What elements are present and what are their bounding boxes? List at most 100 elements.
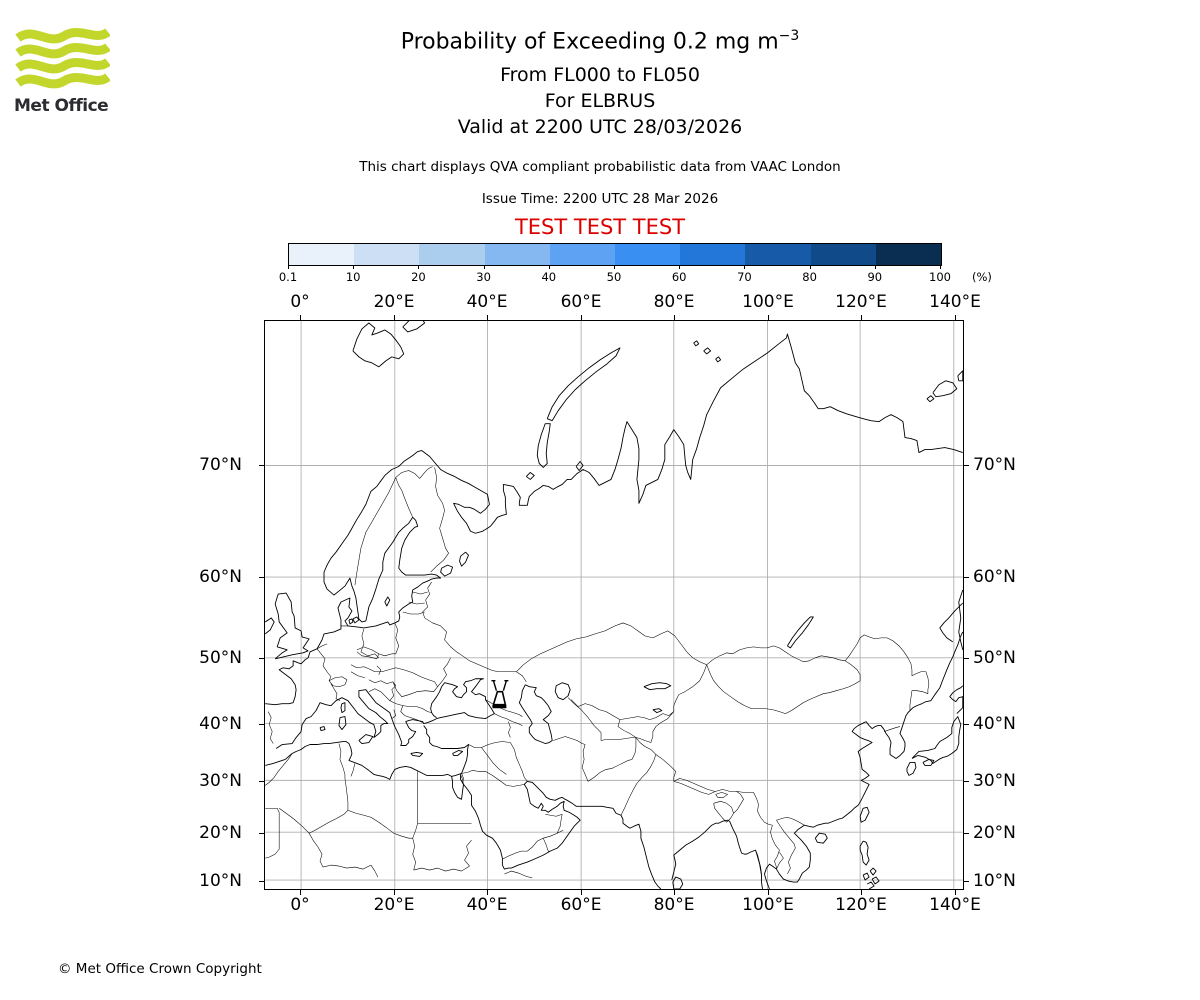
logo-wordmark: Met Office [14,96,109,116]
colorbar-tick [744,265,746,269]
colorbar-tick-label: 60 [671,270,687,284]
colorbar-cell-4 [549,244,616,265]
latitude-label: 50°N [973,648,1016,668]
map-axis-tick [964,833,969,834]
map-axis-tick [861,890,862,895]
graticule [265,321,963,889]
colorbar-tick [874,265,876,269]
map-axis-tick [768,315,769,320]
latitude-label: 30°N [973,771,1016,791]
longitude-labels-top: 0° 20°E 40°E 60°E 80°E 100°E 120°E 140°E [264,292,981,314]
colorbar-cell-5 [615,244,681,265]
map-axis-tick [964,658,969,659]
map-axis-tick [259,833,264,834]
map-axis-tick [300,890,301,895]
longitude-label: 60°E [560,292,602,312]
colorbar-tick-label: 10 [345,270,361,284]
subtitle-flight-levels: From FL000 to FL050 [500,64,700,86]
map-axis-tick [259,465,264,466]
colorbar-tick-label: 90 [867,270,883,284]
map-axis-tick [964,577,969,578]
colorbar-tick [483,265,485,269]
longitude-labels-bottom: 0° 20°E 40°E 60°E 80°E 100°E 120°E 140°E [264,895,981,917]
colorbar-cell-3 [484,244,550,265]
map-axis-tick [955,890,956,895]
logo-waves-icon [15,28,111,89]
subtitle-volcano: For ELBRUS [544,90,656,112]
map-axis-tick [259,724,264,725]
colorbar-tick-label: 30 [476,270,491,284]
colorbar-cell-0 [289,244,355,265]
map-axis-tick [964,724,969,725]
colorbar-tick [418,265,420,269]
longitude-label: 140°E [929,292,981,312]
colorbar-tick-label: 40 [541,270,557,284]
map-axis-tick [259,658,264,659]
basemap [265,321,963,889]
longitude-label: 40°E [466,292,508,312]
longitude-label: 0° [290,895,310,915]
latitude-label: 40°N [199,714,242,734]
probability-colorbar [288,243,942,266]
copyright-footer: © Met Office Crown Copyright [58,961,262,977]
longitude-label: 120°E [835,292,887,312]
longitude-label: 60°E [560,895,602,915]
colorbar-tick [614,265,615,269]
map-axis-tick [768,890,769,895]
colorbar-tick-label: 50 [606,270,622,284]
colorbar-tick-labels: 0.1 10 20 30 40 50 60 70 80 90 100 (%) [279,264,992,294]
colorbar-cell-2 [419,244,485,265]
latitude-label: 40°N [973,714,1016,734]
map-axis-tick [581,890,582,895]
coastlines [265,321,963,889]
volcano-marker [491,680,509,709]
colorbar-cell-7 [745,244,811,265]
colorbar-cell-1 [354,244,420,265]
longitude-label: 40°E [466,895,508,915]
colorbar-tick [809,265,811,269]
latitude-label: 70°N [199,455,242,475]
latitude-label: 30°N [199,771,242,791]
latitude-label: 20°N [199,823,242,843]
colorbar-tick-label: 0.1 [278,270,298,284]
latitude-labels-left: 70°N 60°N 50°N 40°N 30°N 20°N 10°N [153,320,253,891]
longitude-label: 0° [290,292,310,312]
map-axis-tick [674,890,675,895]
colorbar-tick-label: 70 [737,270,752,284]
colorbar-tick-label: 80 [802,270,817,284]
longitude-label: 100°E [742,895,794,915]
chart-title-text: Probability of Exceeding 0.2 mg m [400,29,779,55]
colorbar-tick [548,265,550,269]
longitude-label: 20°E [373,292,415,312]
map-axis-tick [259,781,264,782]
colorbar-cell-6 [680,244,746,265]
map-axis-tick [487,890,488,895]
colorbar-cell-9 [875,244,942,265]
colorbar-tick-label: 100 [929,270,951,284]
map-axis-tick [861,315,862,320]
issue-time: Issue Time: 2200 UTC 28 Mar 2026 [481,191,719,207]
chart-title: Probability of Exceeding 0.2 mg m−3 [0,28,1200,54]
met-office-logo: Met Office [14,26,114,116]
longitude-label: 100°E [742,292,794,312]
map-area [264,320,964,890]
latitude-label: 20°N [973,823,1016,843]
qva-note: This chart displays QVA compliant probab… [359,159,841,175]
colorbar-cell-8 [810,244,876,265]
longitude-label: 80°E [653,292,695,312]
longitude-label: 80°E [653,895,695,915]
test-banner: TEST TEST TEST [514,215,686,239]
map-axis-tick [955,315,956,320]
latitude-labels-right: 70°N 60°N 50°N 40°N 30°N 20°N 10°N [973,320,1073,891]
colorbar-tick [679,265,681,269]
latitude-label: 60°N [199,567,242,587]
chart-title-exponent: −3 [778,28,800,44]
map-axis-tick [259,577,264,578]
colorbar-tick [940,265,941,269]
colorbar-tick [288,265,289,269]
longitude-label: 20°E [373,895,415,915]
map-axis-tick [964,881,969,882]
latitude-label: 70°N [973,455,1016,475]
map-axis-tick [674,315,675,320]
